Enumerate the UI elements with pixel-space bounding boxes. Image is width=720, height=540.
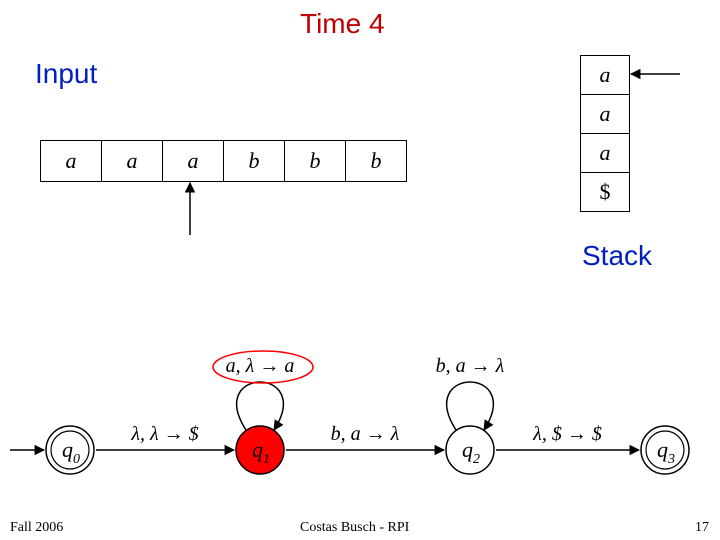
footer-right: 17 xyxy=(695,520,709,536)
transition-label: b, a → λ xyxy=(331,423,400,445)
footer-center: Costas Busch - RPI xyxy=(300,520,409,536)
transition-label: b, a → λ xyxy=(436,355,505,377)
transition-label: λ, λ → $ xyxy=(130,423,198,445)
transition-loop xyxy=(447,382,494,430)
transition-loop xyxy=(237,382,284,430)
transition-label: a, λ → a xyxy=(226,355,295,377)
transition-label: λ, $ → $ xyxy=(532,423,602,445)
diagram-svg: λ, λ → $ a, λ → a b, a → λ b, a → λ λ, $ → $… xyxy=(0,0,720,540)
footer-left: Fall 2006 xyxy=(10,520,63,536)
